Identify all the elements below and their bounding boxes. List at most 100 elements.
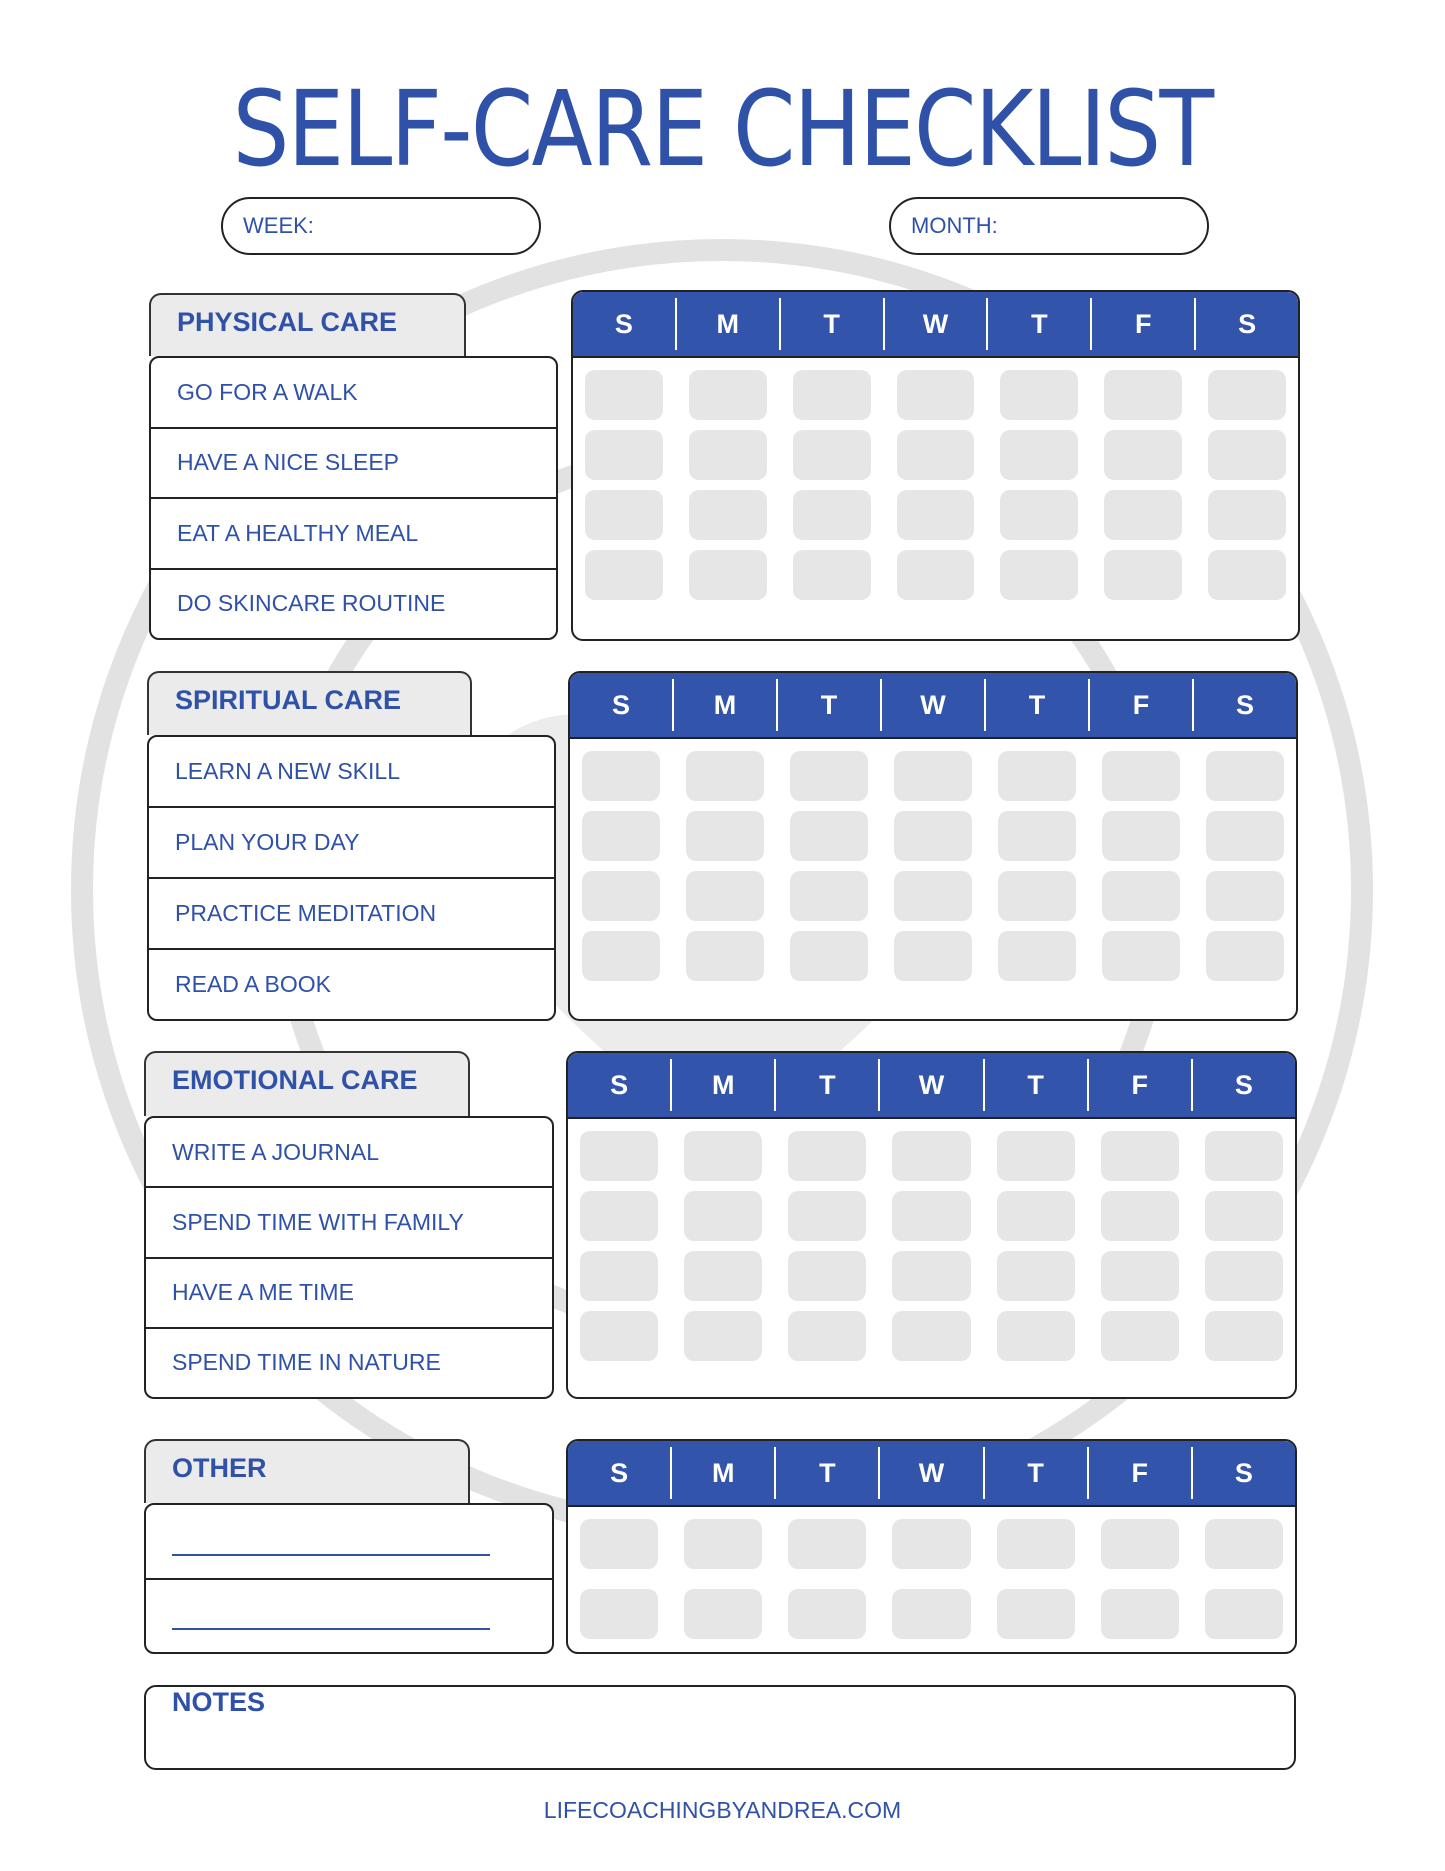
day-checkbox[interactable] — [684, 1519, 763, 1569]
day-checkbox[interactable] — [792, 550, 871, 600]
day-checkbox[interactable] — [892, 1131, 971, 1181]
day-checkbox[interactable] — [582, 811, 660, 861]
day-checkbox[interactable] — [1204, 1519, 1283, 1569]
day-checkbox[interactable] — [686, 811, 764, 861]
day-checkbox[interactable] — [788, 1519, 867, 1569]
day-checkbox[interactable] — [1204, 1191, 1283, 1241]
day-checkbox[interactable] — [894, 871, 972, 921]
day-checkbox[interactable] — [1208, 430, 1286, 480]
day-checkbox[interactable] — [1104, 430, 1183, 480]
day-checkbox[interactable] — [1000, 370, 1079, 420]
day-checkbox[interactable] — [788, 1131, 867, 1181]
day-checkbox[interactable] — [894, 931, 972, 981]
day-checkbox[interactable] — [1104, 370, 1183, 420]
day-checkbox[interactable] — [896, 550, 975, 600]
day-checkbox[interactable] — [688, 370, 767, 420]
day-checkbox[interactable] — [684, 1311, 763, 1361]
day-checkbox[interactable] — [790, 871, 868, 921]
day-checkbox[interactable] — [996, 1311, 1075, 1361]
day-checkbox[interactable] — [790, 931, 868, 981]
day-checkbox[interactable] — [892, 1251, 971, 1301]
month-field[interactable]: MONTH: — [889, 197, 1209, 255]
day-checkbox[interactable] — [788, 1251, 867, 1301]
day-checkbox[interactable] — [580, 1191, 659, 1241]
day-checkbox[interactable] — [580, 1589, 659, 1639]
week-field[interactable]: WEEK: — [221, 197, 541, 255]
day-checkbox[interactable] — [1208, 490, 1286, 540]
day-checkbox[interactable] — [1208, 550, 1286, 600]
day-checkbox[interactable] — [1206, 871, 1284, 921]
blank-item-field[interactable] — [146, 1580, 552, 1653]
day-checkbox[interactable] — [788, 1191, 867, 1241]
day-checkbox[interactable] — [585, 370, 663, 420]
day-checkbox[interactable] — [1100, 1251, 1179, 1301]
day-checkbox[interactable] — [1206, 931, 1284, 981]
day-checkbox[interactable] — [998, 871, 1076, 921]
day-checkbox[interactable] — [996, 1589, 1075, 1639]
day-checkbox[interactable] — [684, 1589, 763, 1639]
day-checkbox[interactable] — [1100, 1589, 1179, 1639]
day-checkbox[interactable] — [580, 1519, 659, 1569]
day-checkbox[interactable] — [686, 931, 764, 981]
day-checkbox[interactable] — [686, 871, 764, 921]
day-checkbox[interactable] — [1102, 751, 1180, 801]
day-checkbox[interactable] — [792, 490, 871, 540]
day-checkbox[interactable] — [1100, 1191, 1179, 1241]
day-checkbox[interactable] — [1104, 490, 1183, 540]
day-checkbox[interactable] — [1104, 550, 1183, 600]
day-checkbox[interactable] — [686, 751, 764, 801]
day-checkbox[interactable] — [684, 1191, 763, 1241]
day-checkbox[interactable] — [996, 1191, 1075, 1241]
day-checkbox[interactable] — [892, 1589, 971, 1639]
day-checkbox[interactable] — [582, 871, 660, 921]
day-checkbox[interactable] — [1206, 751, 1284, 801]
day-checkbox[interactable] — [585, 550, 663, 600]
day-checkbox[interactable] — [1000, 550, 1079, 600]
day-checkbox[interactable] — [896, 490, 975, 540]
day-checkbox[interactable] — [892, 1191, 971, 1241]
day-checkbox[interactable] — [1204, 1589, 1283, 1639]
day-checkbox[interactable] — [998, 811, 1076, 861]
notes-box[interactable]: NOTES — [144, 1685, 1296, 1770]
day-checkbox[interactable] — [1000, 490, 1079, 540]
day-checkbox[interactable] — [1102, 931, 1180, 981]
day-checkbox[interactable] — [582, 751, 660, 801]
day-checkbox[interactable] — [580, 1251, 659, 1301]
day-checkbox[interactable] — [688, 490, 767, 540]
day-checkbox[interactable] — [894, 811, 972, 861]
day-checkbox[interactable] — [996, 1131, 1075, 1181]
day-checkbox[interactable] — [688, 550, 767, 600]
day-checkbox[interactable] — [892, 1311, 971, 1361]
day-checkbox[interactable] — [582, 931, 660, 981]
day-checkbox[interactable] — [996, 1519, 1075, 1569]
day-checkbox[interactable] — [896, 430, 975, 480]
day-checkbox[interactable] — [896, 370, 975, 420]
day-checkbox[interactable] — [585, 430, 663, 480]
day-checkbox[interactable] — [790, 811, 868, 861]
day-checkbox[interactable] — [1102, 871, 1180, 921]
day-checkbox[interactable] — [996, 1251, 1075, 1301]
day-checkbox[interactable] — [1100, 1131, 1179, 1181]
day-checkbox[interactable] — [792, 430, 871, 480]
day-checkbox[interactable] — [998, 931, 1076, 981]
day-checkbox[interactable] — [688, 430, 767, 480]
day-checkbox[interactable] — [894, 751, 972, 801]
day-checkbox[interactable] — [1208, 370, 1286, 420]
day-checkbox[interactable] — [580, 1311, 659, 1361]
day-checkbox[interactable] — [580, 1131, 659, 1181]
day-checkbox[interactable] — [892, 1519, 971, 1569]
day-checkbox[interactable] — [790, 751, 868, 801]
day-checkbox[interactable] — [1000, 430, 1079, 480]
day-checkbox[interactable] — [684, 1251, 763, 1301]
day-checkbox[interactable] — [998, 751, 1076, 801]
day-checkbox[interactable] — [1206, 811, 1284, 861]
day-checkbox[interactable] — [1204, 1131, 1283, 1181]
day-checkbox[interactable] — [1204, 1311, 1283, 1361]
day-checkbox[interactable] — [788, 1589, 867, 1639]
blank-item-field[interactable] — [146, 1505, 552, 1580]
day-checkbox[interactable] — [792, 370, 871, 420]
day-checkbox[interactable] — [1100, 1311, 1179, 1361]
day-checkbox[interactable] — [684, 1131, 763, 1181]
day-checkbox[interactable] — [1100, 1519, 1179, 1569]
day-checkbox[interactable] — [585, 490, 663, 540]
